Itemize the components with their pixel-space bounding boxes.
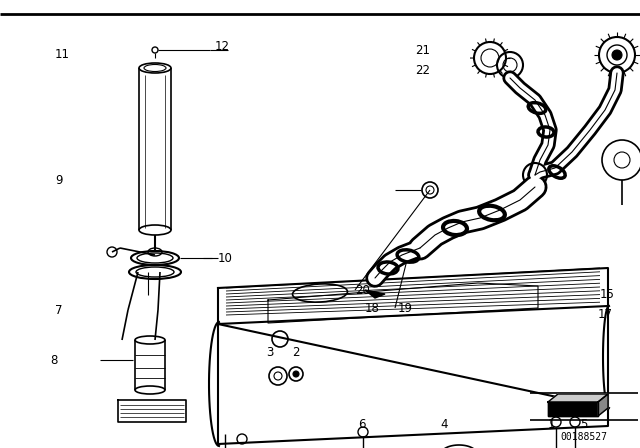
Text: 6: 6	[358, 418, 365, 431]
Text: 3: 3	[266, 345, 273, 358]
Text: 19: 19	[398, 302, 413, 314]
Text: 10: 10	[218, 251, 233, 264]
Text: 18: 18	[365, 302, 380, 314]
Polygon shape	[548, 402, 598, 416]
Text: 11: 11	[55, 48, 70, 61]
Text: 22: 22	[415, 64, 430, 77]
Text: 12: 12	[215, 40, 230, 53]
Polygon shape	[598, 394, 608, 416]
Text: 9: 9	[55, 173, 63, 186]
Text: 7: 7	[55, 303, 63, 316]
Circle shape	[293, 371, 299, 377]
Text: 5: 5	[580, 418, 588, 431]
Text: 2: 2	[292, 345, 300, 358]
Circle shape	[612, 50, 622, 60]
Text: 1: 1	[548, 418, 556, 431]
Text: 15: 15	[600, 289, 615, 302]
Text: 21: 21	[415, 43, 430, 56]
Polygon shape	[548, 394, 608, 402]
Text: 4: 4	[440, 418, 447, 431]
Text: 20: 20	[355, 284, 370, 297]
Text: 8: 8	[50, 353, 58, 366]
Text: 17: 17	[598, 309, 613, 322]
Text: 00188527: 00188527	[561, 432, 607, 442]
Polygon shape	[365, 290, 385, 298]
